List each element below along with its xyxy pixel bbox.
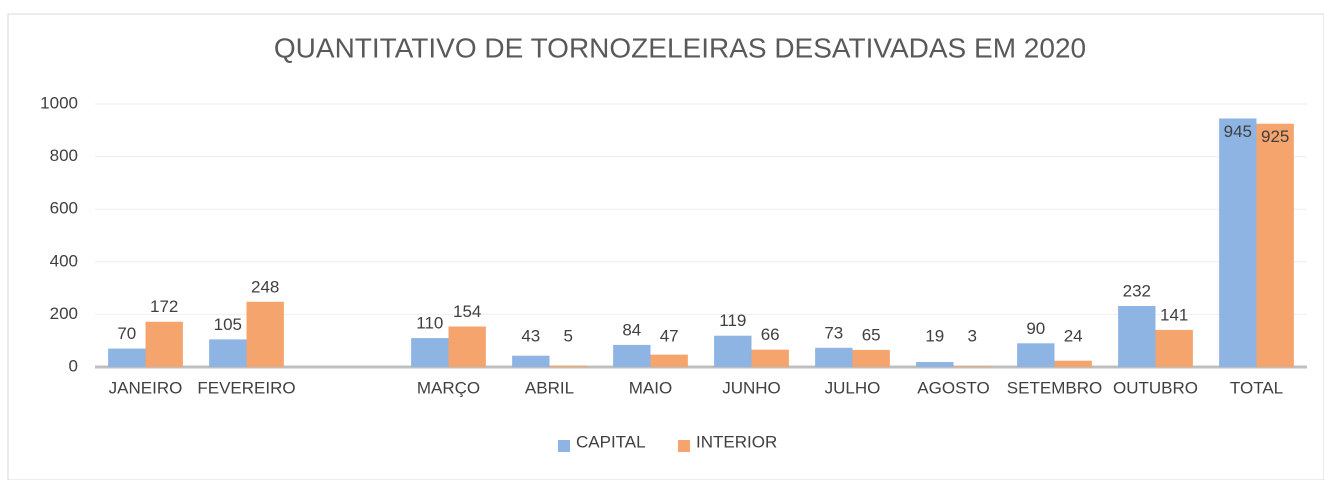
bar xyxy=(209,339,247,367)
x-tick-label: MAIO xyxy=(629,378,672,397)
y-tick-label: 0 xyxy=(69,356,78,375)
bar xyxy=(145,321,183,367)
bar xyxy=(108,348,146,367)
x-tick-label: JANEIRO xyxy=(109,378,183,397)
data-label: 70 xyxy=(117,324,136,343)
data-label: 3 xyxy=(967,326,976,345)
bar xyxy=(1155,329,1193,367)
bar xyxy=(815,347,853,367)
y-tick-label: 1000 xyxy=(40,93,78,112)
x-tick-label: TOTAL xyxy=(1230,378,1283,397)
bar xyxy=(613,344,651,367)
y-tick-label: 600 xyxy=(50,199,78,218)
data-label: 945 xyxy=(1224,122,1252,141)
data-label: 119 xyxy=(719,311,746,330)
legend-swatch xyxy=(678,440,690,452)
bar xyxy=(714,335,752,367)
y-tick-label: 200 xyxy=(50,304,78,323)
legend-swatch xyxy=(558,440,570,452)
data-label: 5 xyxy=(563,326,572,345)
x-tick-label: JULHO xyxy=(825,378,881,397)
data-label: 105 xyxy=(214,315,242,334)
bar xyxy=(512,355,550,367)
x-tick-label: AGOSTO xyxy=(917,378,989,397)
data-label: 66 xyxy=(761,325,780,344)
bar xyxy=(953,366,991,367)
data-label: 65 xyxy=(862,325,881,344)
chart-border xyxy=(7,13,1324,481)
data-label: 84 xyxy=(622,320,641,339)
x-tick-label: OUTUBRO xyxy=(1113,378,1198,397)
data-label: 19 xyxy=(925,326,944,345)
data-label: 90 xyxy=(1026,319,1045,338)
bar xyxy=(246,301,284,367)
x-tick-label: SETEMBRO xyxy=(1007,378,1102,397)
bar xyxy=(852,349,890,367)
bar xyxy=(1017,343,1055,367)
x-tick-label: JUNHO xyxy=(722,378,781,397)
data-label: 925 xyxy=(1261,127,1289,146)
x-tick-label: MARÇO xyxy=(417,378,480,397)
bar xyxy=(650,354,688,367)
data-label: 248 xyxy=(251,277,279,296)
legend-label: CAPITAL xyxy=(576,432,646,451)
x-tick-label: ABRIL xyxy=(525,378,574,397)
bar xyxy=(916,362,954,367)
y-tick-label: 800 xyxy=(50,146,78,165)
bar xyxy=(448,326,486,367)
bar xyxy=(751,349,789,367)
data-label: 110 xyxy=(416,314,443,333)
chart-title: QUANTITATIVO DE TORNOZELEIRAS DESATIVADA… xyxy=(274,32,1086,63)
bar xyxy=(549,365,587,367)
data-label: 172 xyxy=(150,297,178,316)
bar xyxy=(1256,123,1294,367)
bar xyxy=(1219,118,1257,367)
data-label: 43 xyxy=(521,326,540,345)
bar xyxy=(411,338,449,367)
data-label: 24 xyxy=(1064,326,1083,345)
data-label: 47 xyxy=(660,326,679,345)
bar xyxy=(1054,360,1092,367)
legend-label: INTERIOR xyxy=(696,432,777,451)
data-label: 154 xyxy=(453,302,481,321)
y-tick-label: 400 xyxy=(50,251,78,270)
data-label: 141 xyxy=(1160,305,1188,324)
data-label: 73 xyxy=(824,323,843,342)
bar xyxy=(1118,305,1156,367)
data-label: 232 xyxy=(1123,281,1151,300)
x-tick-label: FEVEREIRO xyxy=(197,378,295,397)
